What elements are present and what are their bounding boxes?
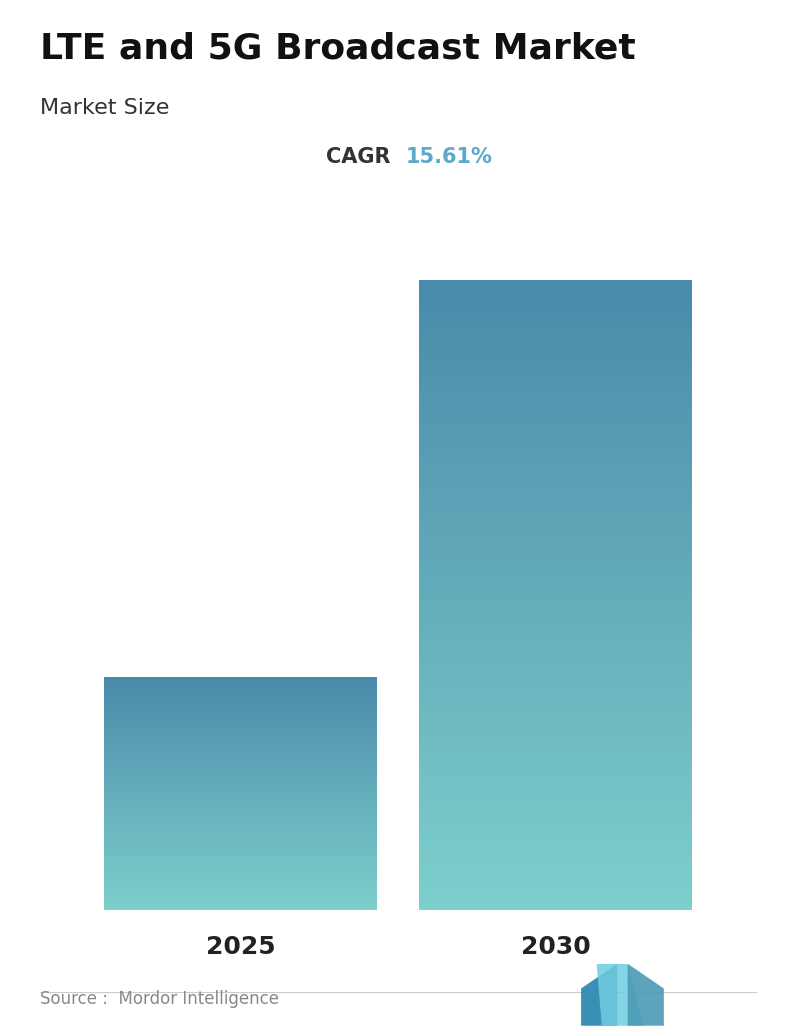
Text: LTE and 5G Broadcast Market: LTE and 5G Broadcast Market [40, 31, 635, 65]
Text: 15.61%: 15.61% [406, 147, 493, 166]
Polygon shape [581, 964, 618, 1026]
Polygon shape [627, 964, 664, 1026]
Polygon shape [597, 964, 643, 1026]
Text: CAGR: CAGR [326, 147, 390, 166]
Text: Source :  Mordor Intelligence: Source : Mordor Intelligence [40, 991, 279, 1008]
Text: 2030: 2030 [521, 935, 591, 960]
Text: Market Size: Market Size [40, 98, 170, 118]
Text: 2025: 2025 [205, 935, 275, 960]
